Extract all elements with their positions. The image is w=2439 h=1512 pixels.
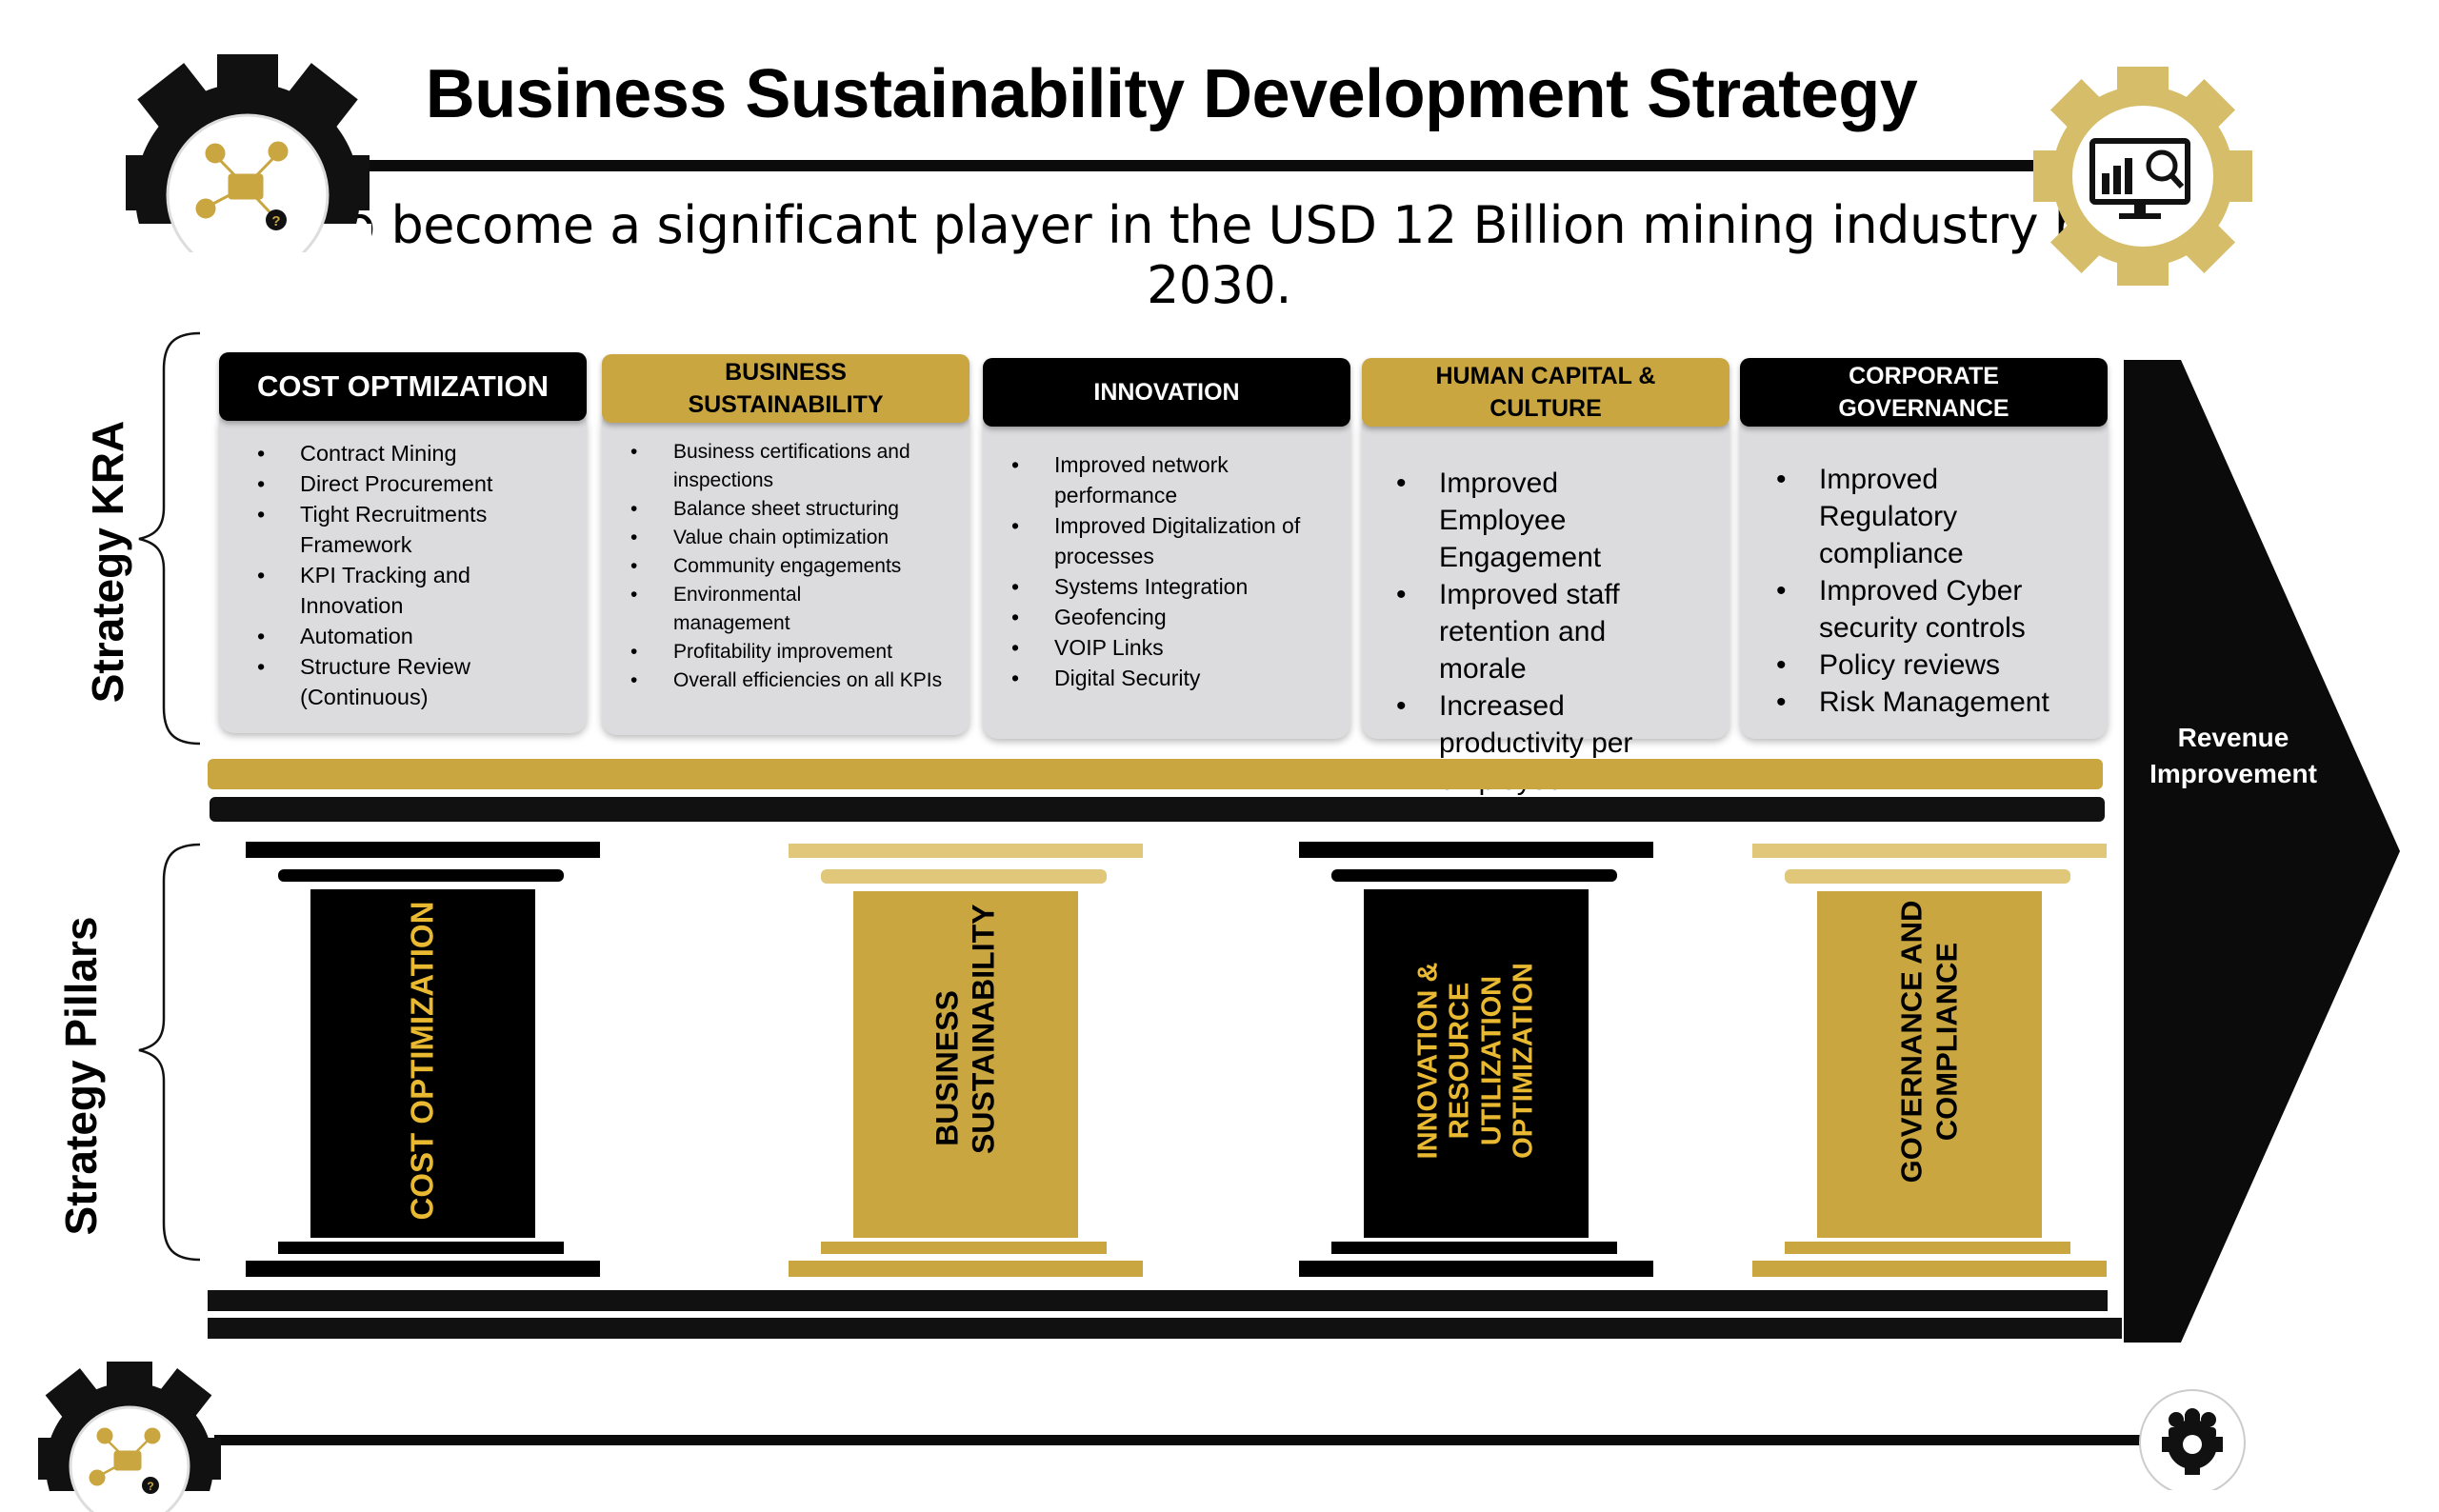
list-item: Tight Recruitments Framework bbox=[257, 499, 524, 560]
kra-title: BUSINESS SUSTAINABILITY bbox=[602, 354, 970, 423]
list-item: Automation bbox=[257, 621, 524, 651]
list-item: Structure Review (Continuous) bbox=[257, 651, 519, 712]
list-item: Risk Management bbox=[1776, 684, 2071, 721]
kra-title: CORPORATE GOVERNANCE bbox=[1740, 358, 2108, 427]
kra-card-corporate-governance: CORPORATE GOVERNANCE Improved Regulatory… bbox=[1740, 358, 2108, 739]
svg-text:?: ? bbox=[147, 1480, 153, 1493]
list-item: Value chain optimization bbox=[630, 524, 954, 552]
black-divider-bar bbox=[210, 797, 2105, 822]
pillars-section-label: Strategy Pillars bbox=[56, 916, 106, 1236]
kra-title: COST OPTMIZATION bbox=[219, 352, 587, 421]
gold-divider-bar bbox=[208, 759, 2103, 789]
pillar-label: COST OPTIMIZATION bbox=[404, 901, 440, 1221]
pillar-label: INNOVATION & RESOURCE UTILIZATION OPTIMI… bbox=[1412, 962, 1539, 1160]
list-item: Environmental management bbox=[630, 581, 854, 638]
svg-text:?: ? bbox=[271, 213, 280, 229]
list-item: Policy reviews bbox=[1776, 647, 2071, 684]
list-item: Geofencing bbox=[1011, 602, 1340, 632]
kra-list: Contract Mining Direct Procurement Tight… bbox=[257, 438, 524, 712]
list-item: Digital Security bbox=[1011, 663, 1340, 693]
kra-list: Improved network performance Improved Di… bbox=[1011, 449, 1340, 693]
pillar-label: BUSINESS SUSTAINABILITY bbox=[930, 904, 1000, 1154]
kra-list: Improved Regulatory compliance Improved … bbox=[1776, 461, 2071, 721]
revenue-arrow bbox=[2124, 360, 2400, 1343]
pillar-label: GOVERNANCE AND COMPLIANCE bbox=[1894, 900, 1963, 1184]
foundation-bar-bottom bbox=[208, 1318, 2122, 1339]
list-item: Improved Regulatory compliance bbox=[1776, 461, 2000, 572]
list-item: Profitability improvement bbox=[630, 638, 954, 666]
vision-statement: To become a significant player in the US… bbox=[321, 195, 2117, 315]
business-network-gear-icon: ? bbox=[36, 1362, 222, 1512]
kra-card-cost-optimization: COST OPTMIZATION Contract Mining Direct … bbox=[219, 352, 587, 733]
list-item: Systems Integration bbox=[1011, 571, 1340, 602]
list-item: Improved staff retention and morale bbox=[1396, 576, 1639, 687]
kra-title: INNOVATION bbox=[983, 358, 1350, 427]
list-item: Business certifications and inspections bbox=[630, 438, 954, 495]
list-item: Direct Procurement bbox=[257, 468, 524, 499]
page-title: Business Sustainability Development Stra… bbox=[425, 56, 1918, 132]
team-gear-icon bbox=[2139, 1389, 2246, 1490]
pillars-bracket bbox=[138, 843, 201, 1262]
list-item: Improved Cyber security controls bbox=[1776, 572, 2048, 647]
footer-rule bbox=[214, 1435, 2143, 1445]
kra-card-human-capital-culture: HUMAN CAPITAL & CULTURE Improved Employe… bbox=[1362, 358, 1729, 796]
list-item: VOIP Links bbox=[1011, 632, 1340, 663]
kra-list: Business certifications and inspections … bbox=[630, 438, 954, 695]
outcome-label: Revenue Improvement bbox=[2149, 723, 2317, 788]
list-item: Contract Mining bbox=[257, 438, 524, 468]
list-item: Improved network performance bbox=[1011, 449, 1283, 510]
pillar-business-sustainability: BUSINESS SUSTAINABILITY bbox=[789, 842, 1143, 1277]
kra-list: Improved Employee Engagement Improved st… bbox=[1396, 465, 1691, 799]
pillar-innovation-resource-utilization: INNOVATION & RESOURCE UTILIZATION OPTIMI… bbox=[1299, 842, 1653, 1277]
list-item: KPI Tracking and Innovation bbox=[257, 560, 500, 621]
kra-title: HUMAN CAPITAL & CULTURE bbox=[1362, 358, 1729, 427]
list-item: Improved Employee Engagement bbox=[1396, 465, 1691, 576]
pillar-governance-compliance: GOVERNANCE AND COMPLIANCE bbox=[1752, 842, 2107, 1277]
pillar-cost-optimization: COST OPTIMIZATION bbox=[246, 842, 600, 1277]
title-divider bbox=[362, 160, 2038, 171]
list-item: Community engagements bbox=[630, 552, 954, 581]
kra-card-business-sustainability: BUSINESS SUSTAINABILITY Business certifi… bbox=[602, 354, 970, 735]
analytics-monitor-gear-icon bbox=[2033, 67, 2252, 286]
kra-bracket bbox=[138, 331, 201, 746]
list-item: Improved Digitalization of processes bbox=[1011, 510, 1340, 571]
list-item: Balance sheet structuring bbox=[630, 495, 954, 524]
kra-card-innovation: INNOVATION Improved network performance … bbox=[983, 358, 1350, 739]
kra-section-label: Strategy KRA bbox=[83, 420, 132, 704]
list-item: Overall efficiencies on all KPIs bbox=[630, 666, 950, 695]
foundation-bar-top bbox=[208, 1290, 2108, 1311]
business-network-gear-icon: ? bbox=[124, 54, 371, 252]
